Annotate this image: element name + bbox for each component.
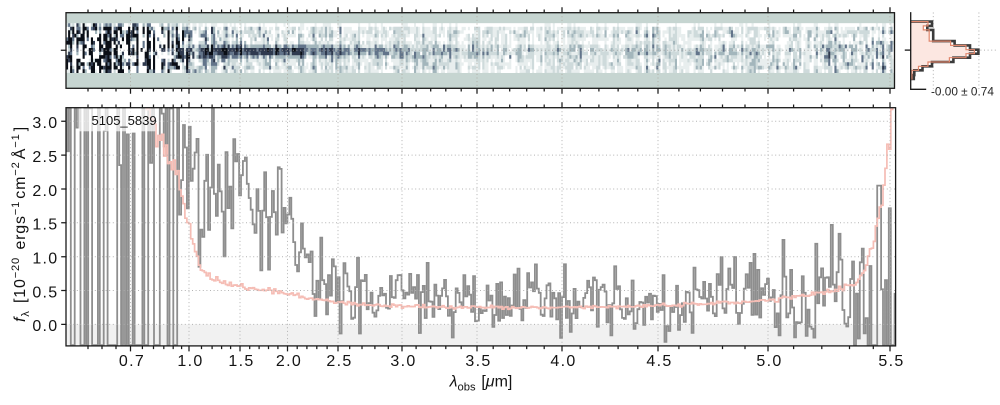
svg-text:2.0: 2.0	[276, 353, 302, 370]
svg-text:4.5: 4.5	[646, 353, 672, 370]
svg-text:5105_5839: 5105_5839	[92, 113, 157, 128]
svg-text:1.5: 1.5	[228, 353, 254, 370]
svg-text:2.0: 2.0	[32, 183, 58, 200]
svg-text:4.0: 4.0	[550, 353, 576, 370]
svg-text:0.7: 0.7	[119, 353, 145, 370]
svg-text:fλ [10−20 ergs−1 cm−2 Å−1 ]: fλ [10−20 ergs−1 cm−2 Å−1 ]	[10, 126, 32, 322]
svg-text:1.0: 1.0	[177, 353, 203, 370]
svg-text:5.0: 5.0	[756, 353, 782, 370]
svg-text:1.5: 1.5	[32, 217, 58, 234]
svg-text:-0.00 ± 0.74: -0.00 ± 0.74	[931, 84, 994, 98]
svg-text:0.0: 0.0	[32, 318, 58, 335]
svg-text:1.0: 1.0	[32, 251, 58, 268]
svg-text:λobs [μm]: λobs [μm]	[449, 374, 513, 394]
svg-text:2.5: 2.5	[326, 353, 352, 370]
svg-text:3.5: 3.5	[465, 353, 491, 370]
svg-text:0.5: 0.5	[32, 284, 58, 301]
svg-text:2.5: 2.5	[32, 149, 58, 166]
svg-text:3.0: 3.0	[390, 353, 416, 370]
svg-text:3.0: 3.0	[32, 115, 58, 132]
svg-text:5.5: 5.5	[878, 353, 904, 370]
